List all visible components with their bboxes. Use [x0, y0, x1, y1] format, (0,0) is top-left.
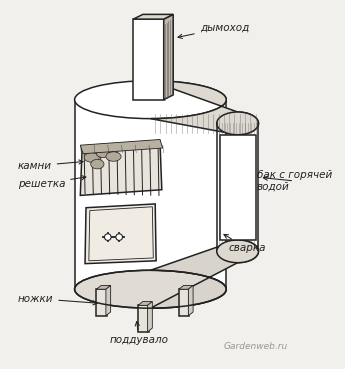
- Polygon shape: [150, 240, 258, 308]
- Bar: [179, 289, 189, 316]
- Ellipse shape: [96, 150, 110, 158]
- Polygon shape: [148, 301, 152, 332]
- Bar: [138, 305, 149, 332]
- Text: бак с горячей
водой: бак с горячей водой: [257, 170, 332, 192]
- Polygon shape: [106, 286, 111, 316]
- Ellipse shape: [84, 153, 99, 162]
- Text: поддувало: поддувало: [110, 321, 169, 345]
- Bar: [96, 289, 107, 316]
- Polygon shape: [138, 301, 152, 305]
- Ellipse shape: [75, 270, 226, 308]
- Polygon shape: [80, 139, 163, 154]
- Polygon shape: [188, 286, 193, 316]
- Text: ножки: ножки: [18, 294, 97, 305]
- Ellipse shape: [91, 159, 104, 169]
- Polygon shape: [80, 141, 162, 196]
- Polygon shape: [85, 204, 156, 263]
- Ellipse shape: [75, 81, 226, 118]
- Text: камни: камни: [18, 160, 83, 171]
- Bar: [75, 100, 226, 289]
- Bar: [220, 135, 256, 240]
- Ellipse shape: [105, 234, 111, 241]
- Text: решетка: решетка: [18, 176, 86, 189]
- Bar: [223, 123, 258, 251]
- Ellipse shape: [116, 234, 122, 241]
- Bar: [134, 19, 164, 100]
- Ellipse shape: [106, 152, 121, 161]
- Polygon shape: [134, 14, 173, 19]
- Polygon shape: [179, 286, 193, 289]
- Polygon shape: [150, 81, 258, 135]
- Polygon shape: [164, 14, 173, 100]
- Text: Gardenweb.ru: Gardenweb.ru: [224, 342, 288, 351]
- Text: сварка: сварка: [224, 234, 266, 253]
- Text: дымоход: дымоход: [178, 23, 249, 38]
- Polygon shape: [96, 286, 111, 289]
- Ellipse shape: [217, 240, 258, 263]
- Ellipse shape: [217, 112, 258, 135]
